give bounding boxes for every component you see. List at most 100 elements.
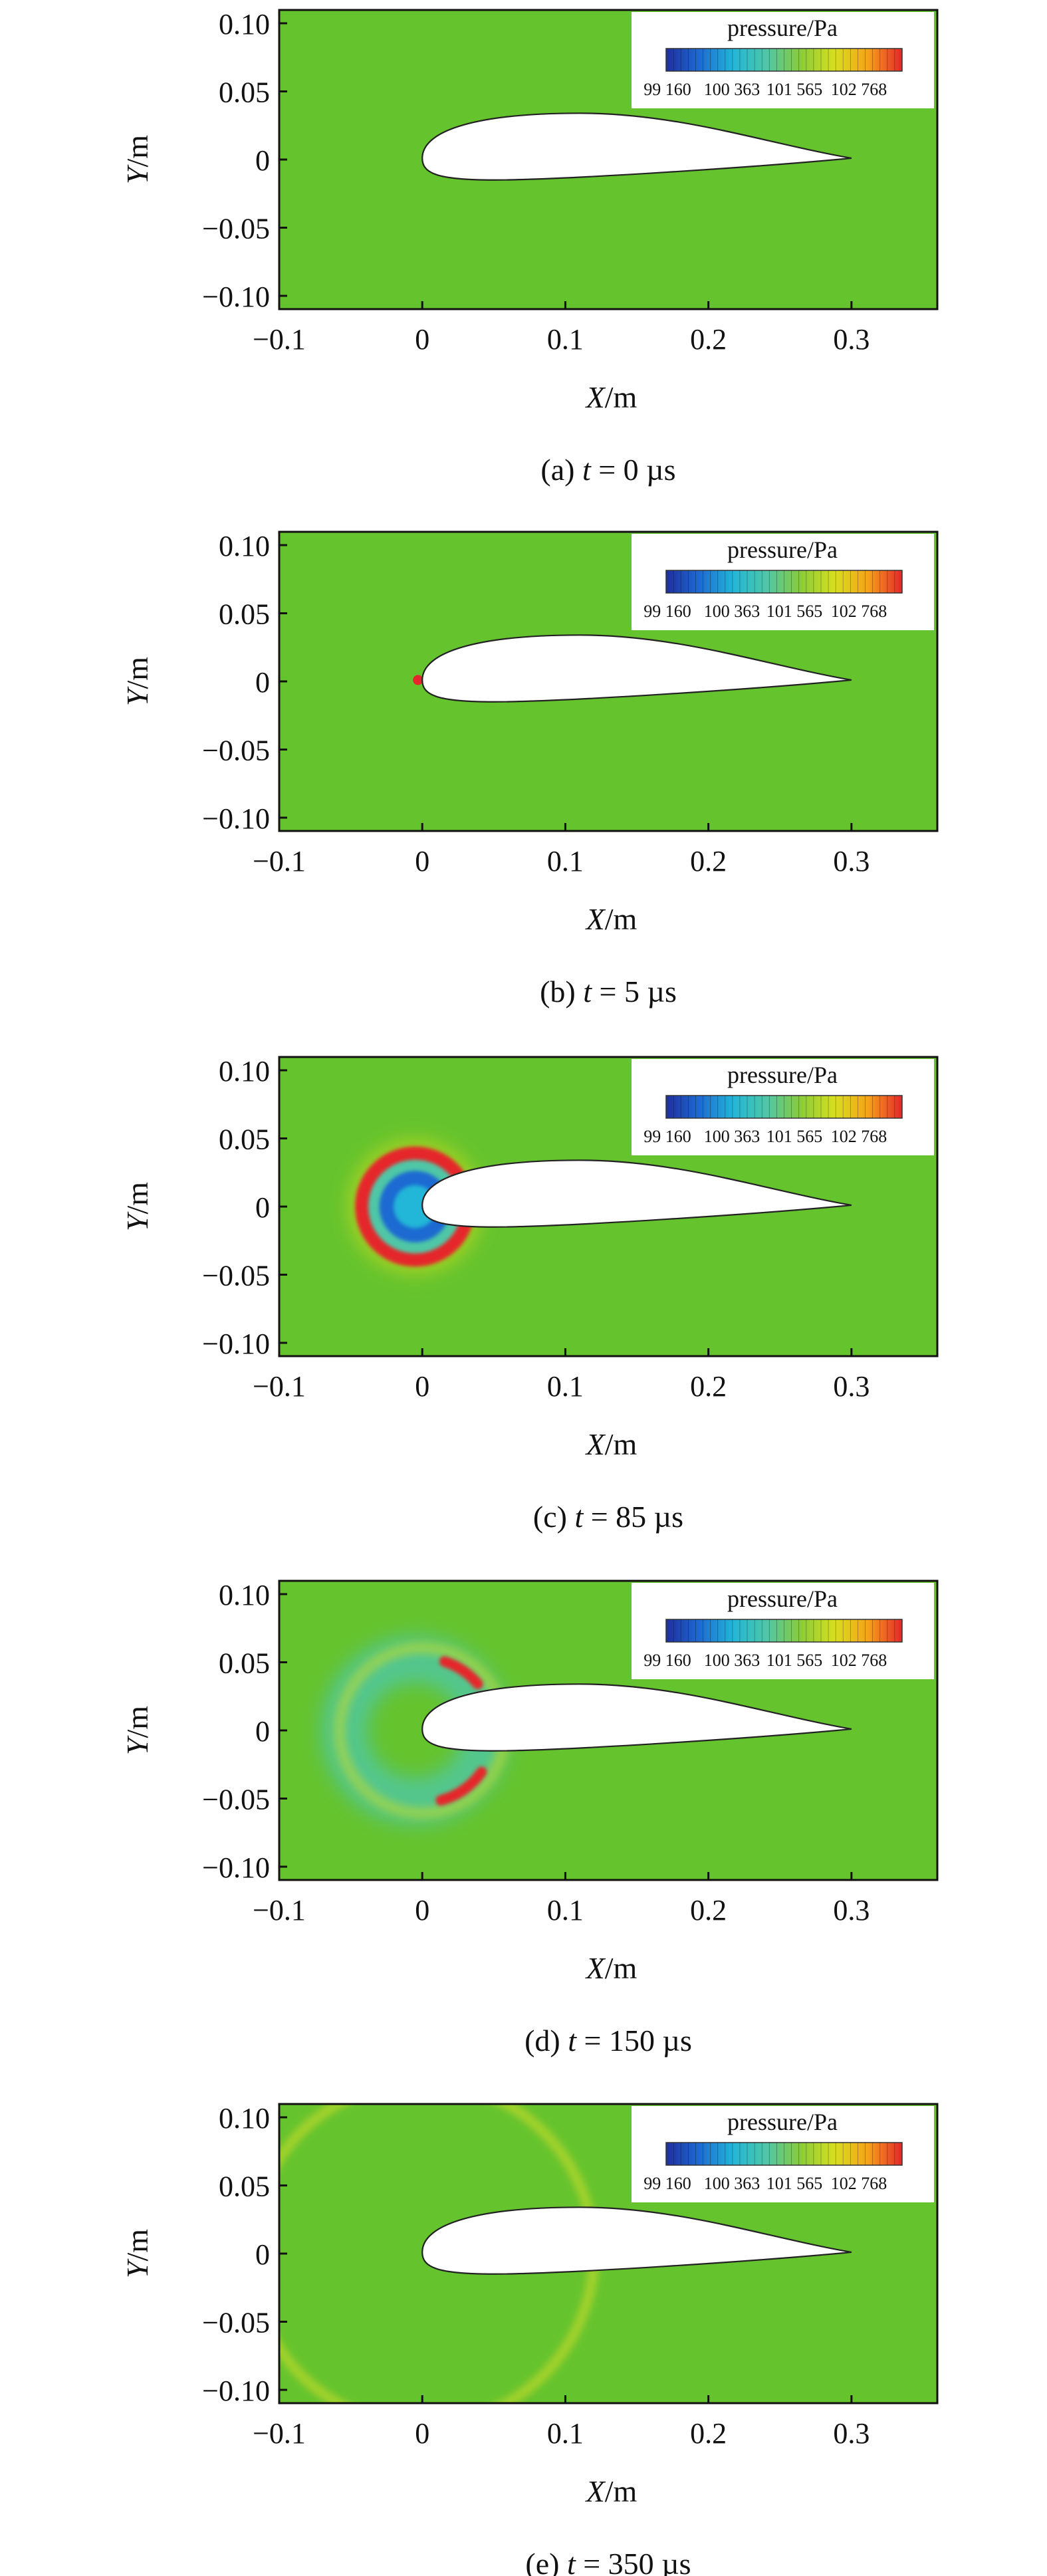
y-tick-label: 0.10: [219, 1579, 270, 1611]
panel-caption: (d) t = 150 µs: [524, 2024, 692, 2057]
colorbar-tick-label: 101 565: [766, 602, 823, 621]
x-tick-label: 0: [415, 1894, 429, 1927]
x-tick-label: −0.1: [253, 845, 306, 878]
x-tick-label: 0.1: [547, 845, 584, 878]
x-axis-label: X/m: [585, 1951, 638, 1985]
y-tick-label: 0.10: [219, 8, 270, 41]
pressure-features: [413, 675, 423, 685]
colorbar-tick-label: 99 160: [643, 602, 691, 621]
y-tick-label: 0: [255, 144, 270, 177]
airfoil: [421, 112, 852, 181]
colorbar: [665, 1095, 903, 1119]
y-tick-label: 0.05: [219, 76, 270, 109]
panel-caption: (e) t = 350 µs: [525, 2547, 691, 2576]
x-tick-label: 0.2: [690, 323, 727, 356]
y-tick-label: −0.05: [202, 735, 270, 767]
y-tick-label: 0.10: [219, 530, 270, 562]
colorbar-tick-label: 99 160: [643, 2174, 691, 2193]
legend-title: pressure/Pa: [727, 1585, 838, 1612]
x-tick-label: 0.2: [690, 845, 727, 878]
y-tick-label: −0.05: [202, 1260, 270, 1292]
y-tick-label: −0.10: [202, 802, 270, 835]
legend-title: pressure/Pa: [727, 15, 838, 41]
airfoil: [421, 1683, 852, 1752]
panel-a: 0.100.050−0.05−0.10−0.1 0 0.1 0.2 0.3Y/mX/mp…: [120, 8, 939, 487]
x-tick-label: 0.3: [833, 323, 870, 356]
legend-title: pressure/Pa: [727, 1062, 838, 1088]
y-tick-label: −0.10: [202, 2375, 270, 2407]
airfoil: [421, 2206, 852, 2275]
legend: pressure/Pa 99 160 100 363 101 565 102 768: [632, 2106, 934, 2202]
colorbar-tick-label: 99 160: [643, 1127, 691, 1146]
x-axis-label: X/m: [585, 380, 638, 414]
colorbar: [665, 2142, 903, 2166]
panel-caption: (b) t = 5 µs: [540, 975, 677, 1008]
y-tick-label: 0: [255, 1191, 270, 1224]
x-axis-label: X/m: [585, 1427, 638, 1461]
colorbar-tick-label: 102 768: [831, 80, 887, 99]
y-tick-label: −0.05: [202, 213, 270, 245]
colorbar-tick-label: 101 565: [766, 1127, 823, 1146]
x-axis-label: X/m: [585, 902, 638, 936]
x-tick-label: 0.2: [690, 1370, 727, 1403]
y-tick-label: −0.10: [202, 1851, 270, 1884]
y-axis-label: Y/m: [120, 657, 154, 706]
panel-caption: (c) t = 85 µs: [533, 1500, 683, 1534]
colorbar: [665, 48, 903, 72]
x-tick-label: 0.1: [547, 1894, 584, 1927]
y-tick-label: 0.05: [219, 1123, 270, 1156]
colorbar-tick-label: 101 565: [766, 2174, 823, 2193]
y-tick-label: 0.05: [219, 2170, 270, 2203]
x-tick-label: 0.3: [833, 845, 870, 878]
x-tick-label: −0.1: [253, 2417, 306, 2450]
y-tick-label: 0: [255, 2238, 270, 2271]
x-tick-label: 0: [415, 1370, 429, 1403]
colorbar-tick-label: 100 363: [704, 80, 760, 99]
legend-title: pressure/Pa: [727, 2109, 838, 2135]
y-tick-label: 0.05: [219, 598, 270, 631]
panel-d: 0.100.050−0.05−0.10−0.1 0 0.1 0.2 0.3Y/mX/mp…: [120, 1579, 939, 2057]
colorbar: [665, 1619, 903, 1643]
colorbar-tick-label: 100 363: [704, 602, 760, 621]
colorbar-tick-label: 102 768: [831, 2174, 887, 2193]
y-tick-label: −0.10: [202, 281, 270, 313]
airfoil: [421, 634, 852, 703]
colorbar-tick-label: 99 160: [643, 80, 691, 99]
y-tick-label: 0: [255, 666, 270, 699]
colorbar-tick-label: 100 363: [704, 2174, 760, 2193]
x-tick-label: 0.3: [833, 2417, 870, 2450]
y-tick-label: −0.05: [202, 1784, 270, 1816]
panel-b: 0.100.050−0.05−0.10−0.1 0 0.1 0.2 0.3Y/mX/mp…: [120, 530, 939, 1008]
x-tick-label: 0: [415, 323, 429, 356]
x-axis-label: X/m: [585, 2474, 638, 2508]
x-tick-label: 0.1: [547, 1370, 584, 1403]
panel-c: 0.100.050−0.05−0.10−0.1 0 0.1 0.2 0.3Y/mX/mp…: [120, 1055, 939, 1534]
x-tick-label: 0: [415, 2417, 429, 2450]
colorbar-tick-label: 102 768: [831, 602, 887, 621]
hot-spot: [413, 675, 423, 685]
colorbar-tick-label: 101 565: [766, 80, 823, 99]
colorbar-tick-label: 101 565: [766, 1651, 823, 1670]
x-tick-label: −0.1: [253, 1894, 306, 1927]
x-tick-label: 0.2: [690, 2417, 727, 2450]
y-axis-label: Y/m: [120, 1182, 154, 1231]
x-tick-label: 0.1: [547, 2417, 584, 2450]
colorbar-tick-label: 102 768: [831, 1127, 887, 1146]
panel-e: 0.100.050−0.05−0.10−0.1 0 0.1 0.2 0.3Y/mX/mp…: [120, 2102, 939, 2576]
colorbar-tick-label: 99 160: [643, 1651, 691, 1670]
x-tick-label: 0.3: [833, 1370, 870, 1403]
legend: pressure/Pa 99 160 100 363 101 565 102 768: [632, 534, 934, 630]
x-tick-label: 0.2: [690, 1894, 727, 1927]
legend-title: pressure/Pa: [727, 536, 838, 563]
y-axis-label: Y/m: [120, 135, 154, 184]
panel-caption: (a) t = 0 µs: [540, 453, 675, 487]
x-tick-label: −0.1: [253, 1370, 306, 1403]
legend: pressure/Pa 99 160 100 363 101 565 102 768: [632, 1583, 934, 1679]
y-tick-label: 0: [255, 1715, 270, 1748]
y-tick-label: −0.10: [202, 1328, 270, 1360]
colorbar: [665, 570, 903, 594]
y-tick-label: 0.05: [219, 1647, 270, 1680]
x-tick-label: 0.1: [547, 323, 584, 356]
colorbar-tick-label: 100 363: [704, 1651, 760, 1670]
